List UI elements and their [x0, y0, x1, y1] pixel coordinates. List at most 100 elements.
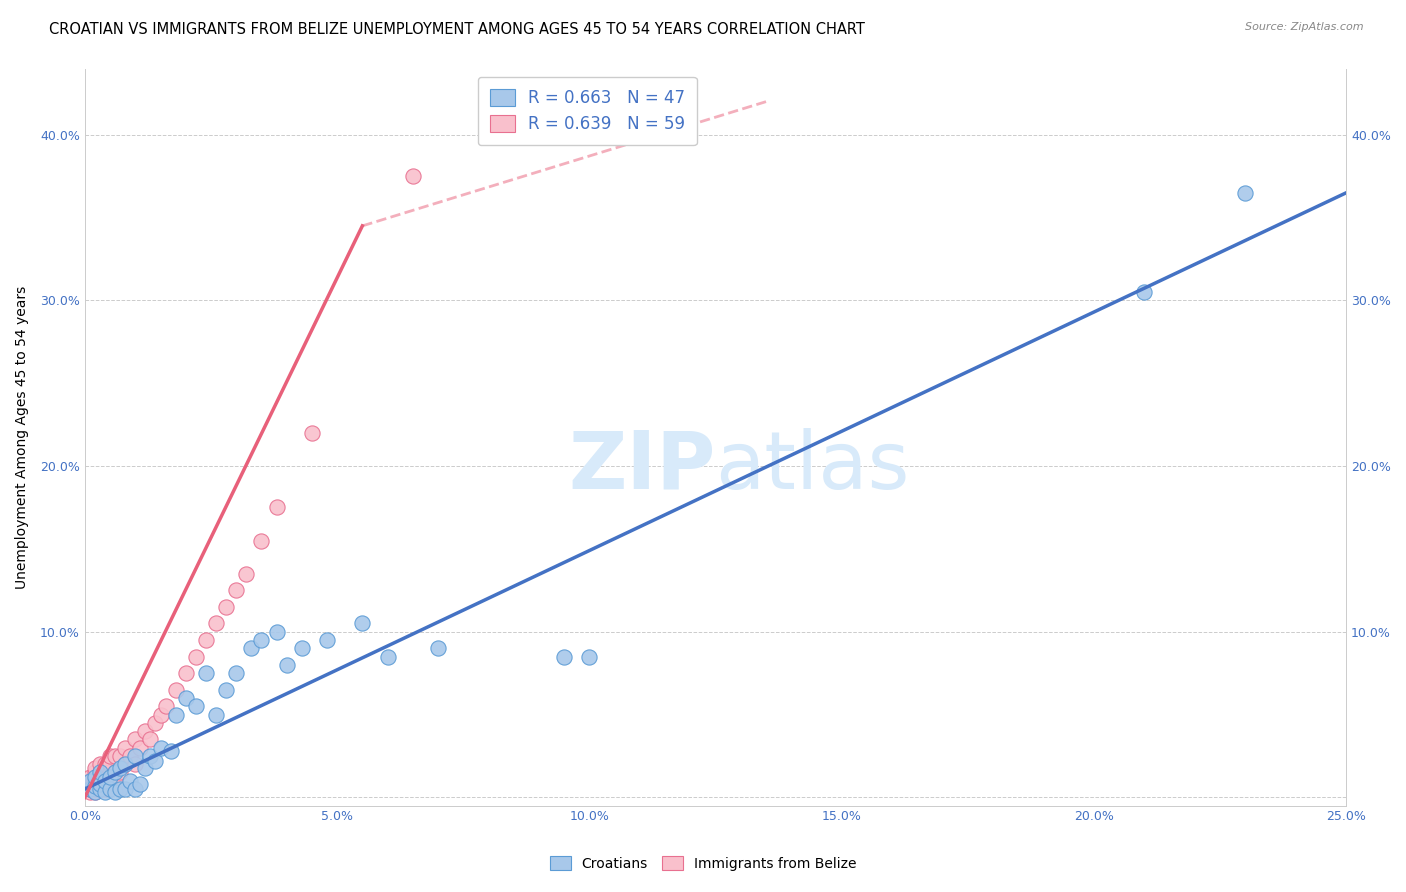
- Point: [104, 748, 127, 763]
- Point: [250, 632, 273, 647]
- Point: [139, 732, 162, 747]
- Point: [124, 748, 146, 763]
- Point: [402, 169, 425, 184]
- Point: [553, 649, 575, 664]
- Point: [84, 779, 107, 793]
- Point: [124, 732, 146, 747]
- Point: [98, 773, 121, 788]
- Point: [108, 782, 131, 797]
- Point: [124, 782, 146, 797]
- Point: [266, 500, 288, 515]
- Point: [84, 785, 107, 799]
- Point: [184, 649, 207, 664]
- Point: [377, 649, 399, 664]
- Point: [291, 641, 314, 656]
- Point: [120, 748, 142, 763]
- Point: [225, 666, 247, 681]
- Point: [94, 773, 117, 788]
- Point: [266, 624, 288, 639]
- Point: [79, 782, 101, 797]
- Point: [104, 765, 127, 780]
- Point: [79, 785, 101, 799]
- Point: [114, 782, 136, 797]
- Point: [84, 779, 107, 793]
- Point: [427, 641, 450, 656]
- Point: [94, 782, 117, 797]
- Point: [89, 777, 111, 791]
- Point: [215, 599, 238, 614]
- Point: [104, 785, 127, 799]
- Point: [79, 777, 101, 791]
- Point: [129, 740, 152, 755]
- Point: [108, 748, 131, 763]
- Text: ZIP: ZIP: [568, 427, 716, 506]
- Point: [145, 715, 167, 730]
- Point: [79, 777, 101, 791]
- Point: [165, 707, 187, 722]
- Point: [194, 666, 217, 681]
- Point: [84, 785, 107, 799]
- Point: [149, 740, 172, 755]
- Point: [104, 773, 127, 788]
- Point: [129, 777, 152, 791]
- Point: [79, 773, 101, 788]
- Point: [352, 616, 374, 631]
- Point: [94, 757, 117, 772]
- Point: [174, 690, 197, 705]
- Point: [84, 771, 107, 785]
- Point: [250, 533, 273, 548]
- Point: [124, 757, 146, 772]
- Point: [240, 641, 263, 656]
- Point: [84, 760, 107, 774]
- Point: [79, 782, 101, 797]
- Point: [184, 699, 207, 714]
- Point: [84, 773, 107, 788]
- Point: [89, 782, 111, 797]
- Point: [98, 748, 121, 763]
- Text: atlas: atlas: [716, 427, 910, 506]
- Point: [225, 583, 247, 598]
- Point: [205, 616, 228, 631]
- Legend: Croatians, Immigrants from Belize: Croatians, Immigrants from Belize: [544, 850, 862, 876]
- Point: [94, 773, 117, 788]
- Point: [79, 782, 101, 797]
- Point: [94, 785, 117, 799]
- Point: [108, 765, 131, 780]
- Point: [235, 566, 257, 581]
- Point: [155, 699, 177, 714]
- Point: [104, 765, 127, 780]
- Point: [134, 724, 156, 739]
- Point: [98, 782, 121, 797]
- Point: [139, 748, 162, 763]
- Point: [316, 632, 339, 647]
- Point: [98, 771, 121, 785]
- Point: [79, 779, 101, 793]
- Point: [301, 425, 323, 440]
- Point: [89, 757, 111, 772]
- Point: [1234, 186, 1257, 200]
- Point: [84, 771, 107, 785]
- Legend: R = 0.663   N = 47, R = 0.639   N = 59: R = 0.663 N = 47, R = 0.639 N = 59: [478, 77, 696, 145]
- Point: [578, 649, 600, 664]
- Point: [89, 782, 111, 797]
- Point: [108, 760, 131, 774]
- Point: [149, 707, 172, 722]
- Point: [79, 773, 101, 788]
- Point: [89, 765, 111, 780]
- Point: [114, 740, 136, 755]
- Point: [215, 682, 238, 697]
- Point: [134, 760, 156, 774]
- Point: [145, 754, 167, 768]
- Point: [194, 632, 217, 647]
- Text: CROATIAN VS IMMIGRANTS FROM BELIZE UNEMPLOYMENT AMONG AGES 45 TO 54 YEARS CORREL: CROATIAN VS IMMIGRANTS FROM BELIZE UNEMP…: [49, 22, 865, 37]
- Point: [89, 777, 111, 791]
- Point: [159, 744, 181, 758]
- Point: [205, 707, 228, 722]
- Point: [1133, 285, 1156, 300]
- Point: [79, 773, 101, 788]
- Point: [79, 773, 101, 788]
- Y-axis label: Unemployment Among Ages 45 to 54 years: Unemployment Among Ages 45 to 54 years: [15, 285, 30, 589]
- Point: [120, 773, 142, 788]
- Point: [174, 666, 197, 681]
- Point: [276, 657, 298, 672]
